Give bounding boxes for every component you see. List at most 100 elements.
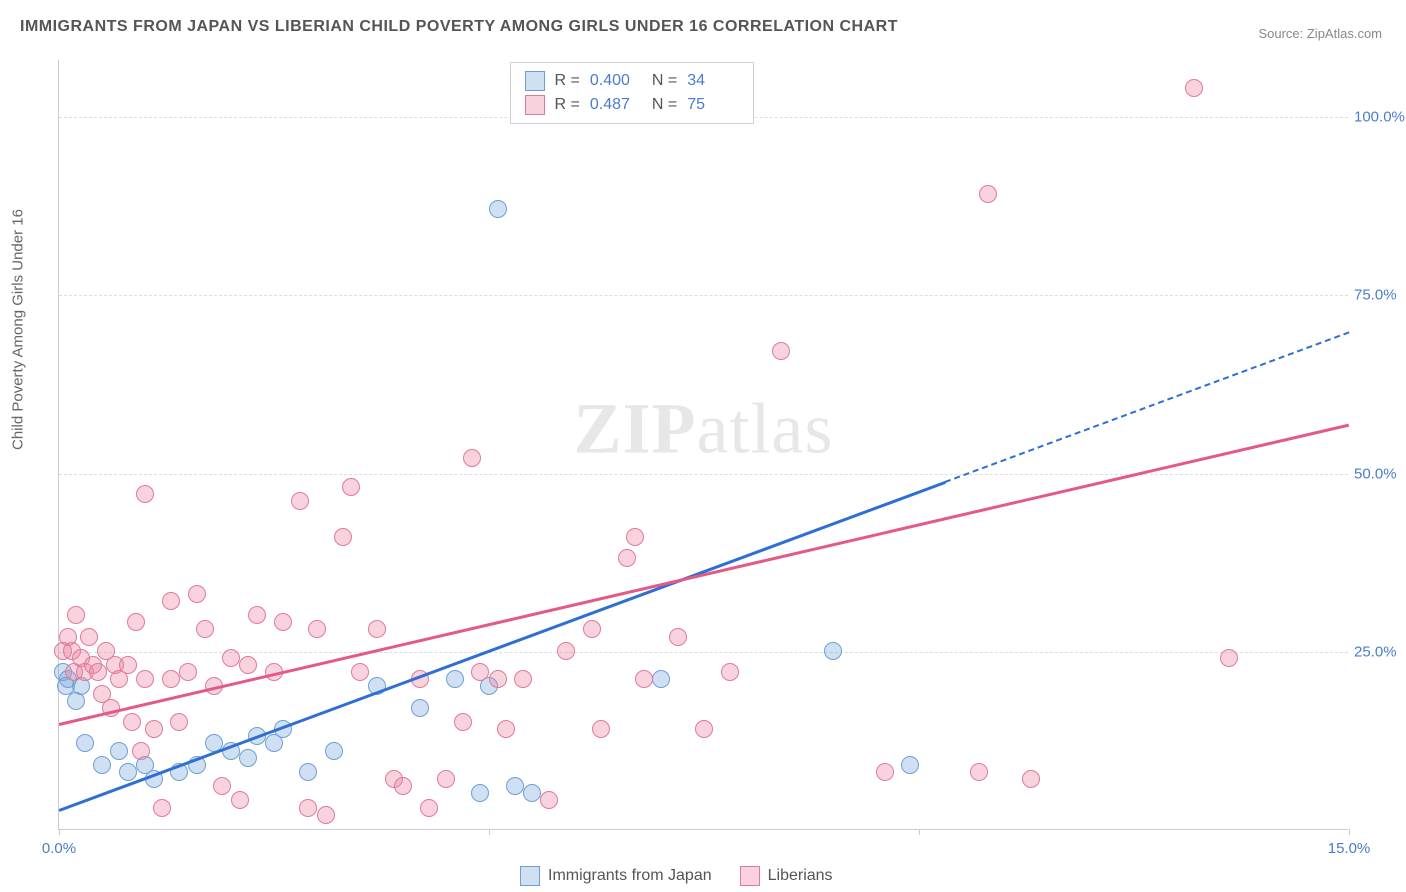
data-point	[471, 784, 489, 802]
data-point	[420, 799, 438, 817]
y-tick-label: 100.0%	[1354, 109, 1404, 126]
x-tick-label: 0.0%	[42, 840, 76, 857]
data-point	[1022, 770, 1040, 788]
data-point	[162, 670, 180, 688]
data-point	[411, 699, 429, 717]
data-point	[463, 449, 481, 467]
data-point	[824, 642, 842, 660]
gridline	[59, 295, 1348, 296]
data-point	[514, 670, 532, 688]
data-point	[489, 670, 507, 688]
data-point	[145, 720, 163, 738]
data-point	[136, 670, 154, 688]
data-point	[394, 777, 412, 795]
data-point	[1185, 79, 1203, 97]
data-point	[437, 770, 455, 788]
x-tick-label: 15.0%	[1328, 840, 1371, 857]
data-point	[652, 670, 670, 688]
y-tick-label: 75.0%	[1354, 287, 1404, 304]
plot-area: ZIPatlas 25.0%50.0%75.0%100.0%0.0%15.0%	[58, 60, 1348, 830]
data-point	[248, 606, 266, 624]
series-legend: Immigrants from Japan Liberians	[520, 866, 833, 886]
y-axis-label: Child Poverty Among Girls Under 16	[10, 209, 27, 450]
trend-line-extrapolated	[944, 331, 1349, 483]
data-point	[368, 620, 386, 638]
data-point	[557, 642, 575, 660]
data-point	[274, 613, 292, 631]
gridline	[59, 474, 1348, 475]
data-point	[721, 663, 739, 681]
x-tick	[919, 829, 920, 835]
trend-line	[59, 481, 946, 811]
r-value: 0.400	[590, 69, 642, 93]
data-point	[497, 720, 515, 738]
data-point	[901, 756, 919, 774]
data-point	[67, 606, 85, 624]
data-point	[127, 613, 145, 631]
data-point	[540, 791, 558, 809]
data-point	[506, 777, 524, 795]
data-point	[489, 200, 507, 218]
data-point	[119, 763, 137, 781]
legend-label: Liberians	[768, 867, 833, 884]
data-point	[342, 478, 360, 496]
legend-item: Liberians	[740, 866, 833, 886]
data-point	[222, 649, 240, 667]
data-point	[136, 485, 154, 503]
data-point	[110, 742, 128, 760]
data-point	[471, 663, 489, 681]
data-point	[523, 784, 541, 802]
data-point	[93, 756, 111, 774]
data-point	[153, 799, 171, 817]
watermark-atlas: atlas	[697, 389, 834, 469]
data-point	[635, 670, 653, 688]
r-value: 0.487	[590, 93, 642, 117]
x-tick	[1349, 829, 1350, 835]
data-point	[299, 799, 317, 817]
legend-swatch	[520, 866, 540, 886]
data-point	[239, 656, 257, 674]
data-point	[325, 742, 343, 760]
n-label: N =	[652, 69, 677, 93]
y-tick-label: 50.0%	[1354, 465, 1404, 482]
data-point	[592, 720, 610, 738]
data-point	[351, 663, 369, 681]
trend-line	[59, 424, 1350, 726]
data-point	[188, 585, 206, 603]
data-point	[196, 620, 214, 638]
data-point	[132, 742, 150, 760]
data-point	[876, 763, 894, 781]
data-point	[583, 620, 601, 638]
legend-item: Immigrants from Japan	[520, 866, 712, 886]
stats-row: R = 0.400 N = 34	[525, 69, 740, 93]
n-label: N =	[652, 93, 677, 117]
legend-swatch	[525, 95, 545, 115]
data-point	[299, 763, 317, 781]
data-point	[231, 791, 249, 809]
source-attribution: Source: ZipAtlas.com	[1258, 26, 1382, 41]
data-point	[213, 777, 231, 795]
legend-swatch	[740, 866, 760, 886]
y-tick-label: 25.0%	[1354, 643, 1404, 660]
r-label: R =	[555, 69, 580, 93]
data-point	[970, 763, 988, 781]
data-point	[89, 663, 107, 681]
legend-swatch	[525, 71, 545, 91]
data-point	[291, 492, 309, 510]
data-point	[334, 528, 352, 546]
data-point	[618, 549, 636, 567]
data-point	[170, 713, 188, 731]
data-point	[76, 734, 94, 752]
data-point	[80, 628, 98, 646]
data-point	[626, 528, 644, 546]
data-point	[179, 663, 197, 681]
data-point	[669, 628, 687, 646]
data-point	[308, 620, 326, 638]
data-point	[979, 185, 997, 203]
chart-title: IMMIGRANTS FROM JAPAN VS LIBERIAN CHILD …	[20, 18, 898, 36]
data-point	[317, 806, 335, 824]
data-point	[446, 670, 464, 688]
stats-row: R =0.487N =75	[525, 93, 740, 117]
n-value: 34	[687, 69, 739, 93]
data-point	[454, 713, 472, 731]
